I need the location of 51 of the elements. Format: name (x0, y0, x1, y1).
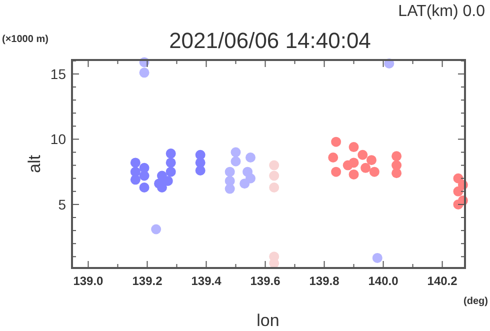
point (139, 170, 150, 181)
text: (×1000 m) (2, 34, 48, 45)
point (269, 182, 280, 192)
point (139, 182, 150, 192)
x-tick-label: 139.4 (191, 274, 222, 288)
x-tick-label: 139.8 (309, 274, 340, 288)
y-axis-title: alt (25, 154, 44, 173)
x-tick-label: 139.0 (73, 274, 104, 288)
text: LAT(km) 0.0 (398, 3, 486, 20)
point (130, 174, 140, 185)
x-tick-label: 140.2 (427, 274, 458, 288)
point (230, 156, 241, 166)
point (366, 155, 376, 166)
point (130, 158, 140, 168)
point (224, 184, 235, 194)
point (269, 170, 280, 181)
point (348, 142, 359, 152)
point (348, 158, 359, 168)
point (240, 178, 250, 189)
x-tick-label: 139.2 (132, 274, 163, 288)
point (328, 152, 338, 162)
point (369, 166, 380, 177)
y-tick-label: 10 (50, 131, 66, 148)
point (166, 158, 176, 168)
point (331, 166, 342, 177)
point (230, 147, 241, 158)
point (139, 68, 150, 78)
point (269, 258, 280, 268)
y-tick-label: 15 (50, 66, 66, 82)
chart-title: 2021/06/06 14:40:04 (169, 28, 371, 53)
point (166, 148, 176, 159)
point (348, 169, 359, 180)
point (166, 166, 176, 177)
point (151, 224, 162, 234)
point (246, 152, 256, 162)
point (195, 166, 206, 176)
y-tick-label: 5 (58, 196, 66, 212)
point (358, 150, 368, 160)
text: (deg) (464, 296, 488, 307)
point (224, 166, 235, 177)
point (331, 136, 342, 147)
x-tick-label: 139.6 (250, 274, 281, 288)
point (156, 170, 167, 181)
point (372, 252, 382, 263)
point (360, 162, 371, 173)
point (269, 160, 280, 170)
x-axis-title: lon (256, 311, 280, 330)
x-tick-label: 140.0 (368, 274, 399, 288)
point (392, 151, 402, 162)
point (154, 178, 164, 189)
point (392, 168, 402, 178)
